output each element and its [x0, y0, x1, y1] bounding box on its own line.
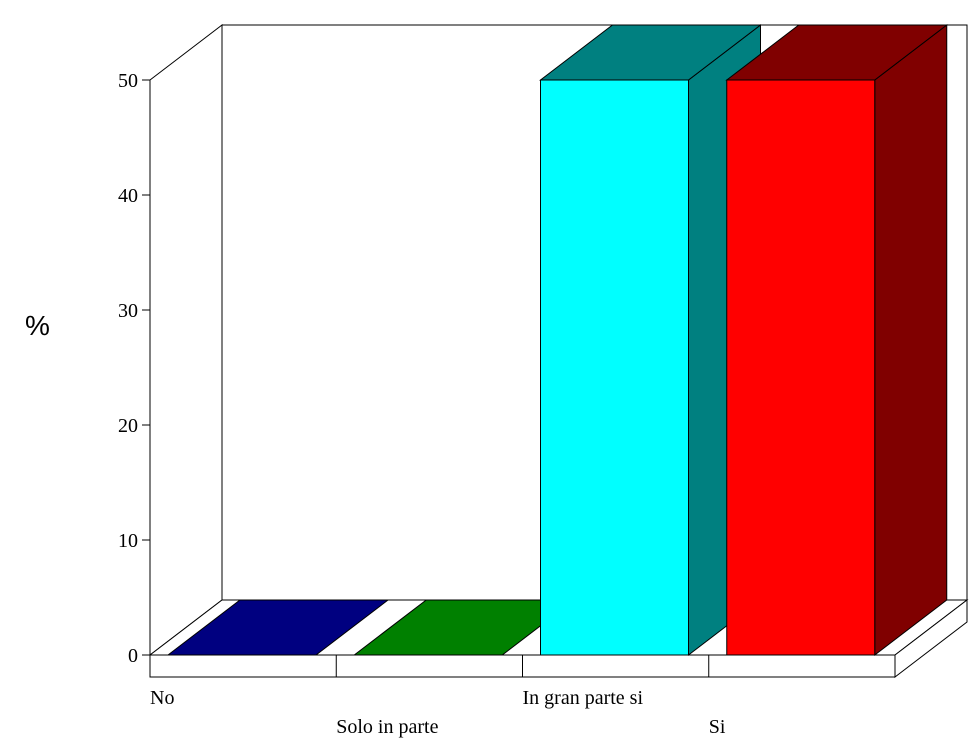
bars: [166, 23, 949, 657]
y-tick-label: 0: [128, 645, 138, 667]
y-tick-label: 50: [118, 70, 138, 92]
x-axis-categories: No Solo in parte In gran parte si Si: [150, 687, 726, 738]
y-tick-label: 10: [118, 530, 138, 552]
bar-front: [540, 79, 689, 656]
y-tick-label: 30: [118, 300, 138, 322]
bar: [166, 599, 390, 656]
x-category-label: In gran parte si: [523, 687, 644, 709]
x-category-label: Si: [709, 716, 726, 738]
y-axis-ticks: 0 10 20 30 40 50: [118, 70, 150, 667]
x-category-label: Solo in parte: [336, 716, 438, 738]
bar-top: [166, 599, 390, 656]
x-category-label: No: [150, 687, 174, 709]
y-tick-label: 20: [118, 415, 138, 437]
base-slab-side: [894, 598, 968, 679]
left-wall: [149, 23, 223, 657]
bar-side: [874, 23, 948, 657]
bar: [725, 23, 949, 657]
bar-front: [726, 79, 876, 656]
y-tick-label: 40: [118, 185, 138, 207]
y-axis-label: %: [25, 310, 50, 341]
